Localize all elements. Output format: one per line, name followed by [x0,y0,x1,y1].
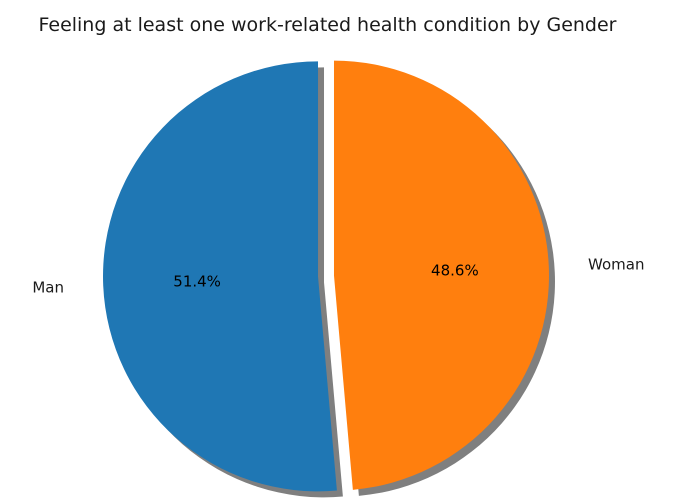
slice-label-woman: Woman [588,255,644,273]
slice-label-man: Man [32,279,64,297]
chart-title: Feeling at least one work-related health… [38,14,617,36]
pie-slices [103,60,549,492]
pie-slice-woman [333,60,549,490]
percent-label-man: 51.4% [173,273,221,291]
pie-labels: Man 51.4% Woman 48.6% [32,255,644,296]
percent-label-woman: 48.6% [431,261,479,279]
pie-slice-man [103,61,337,492]
